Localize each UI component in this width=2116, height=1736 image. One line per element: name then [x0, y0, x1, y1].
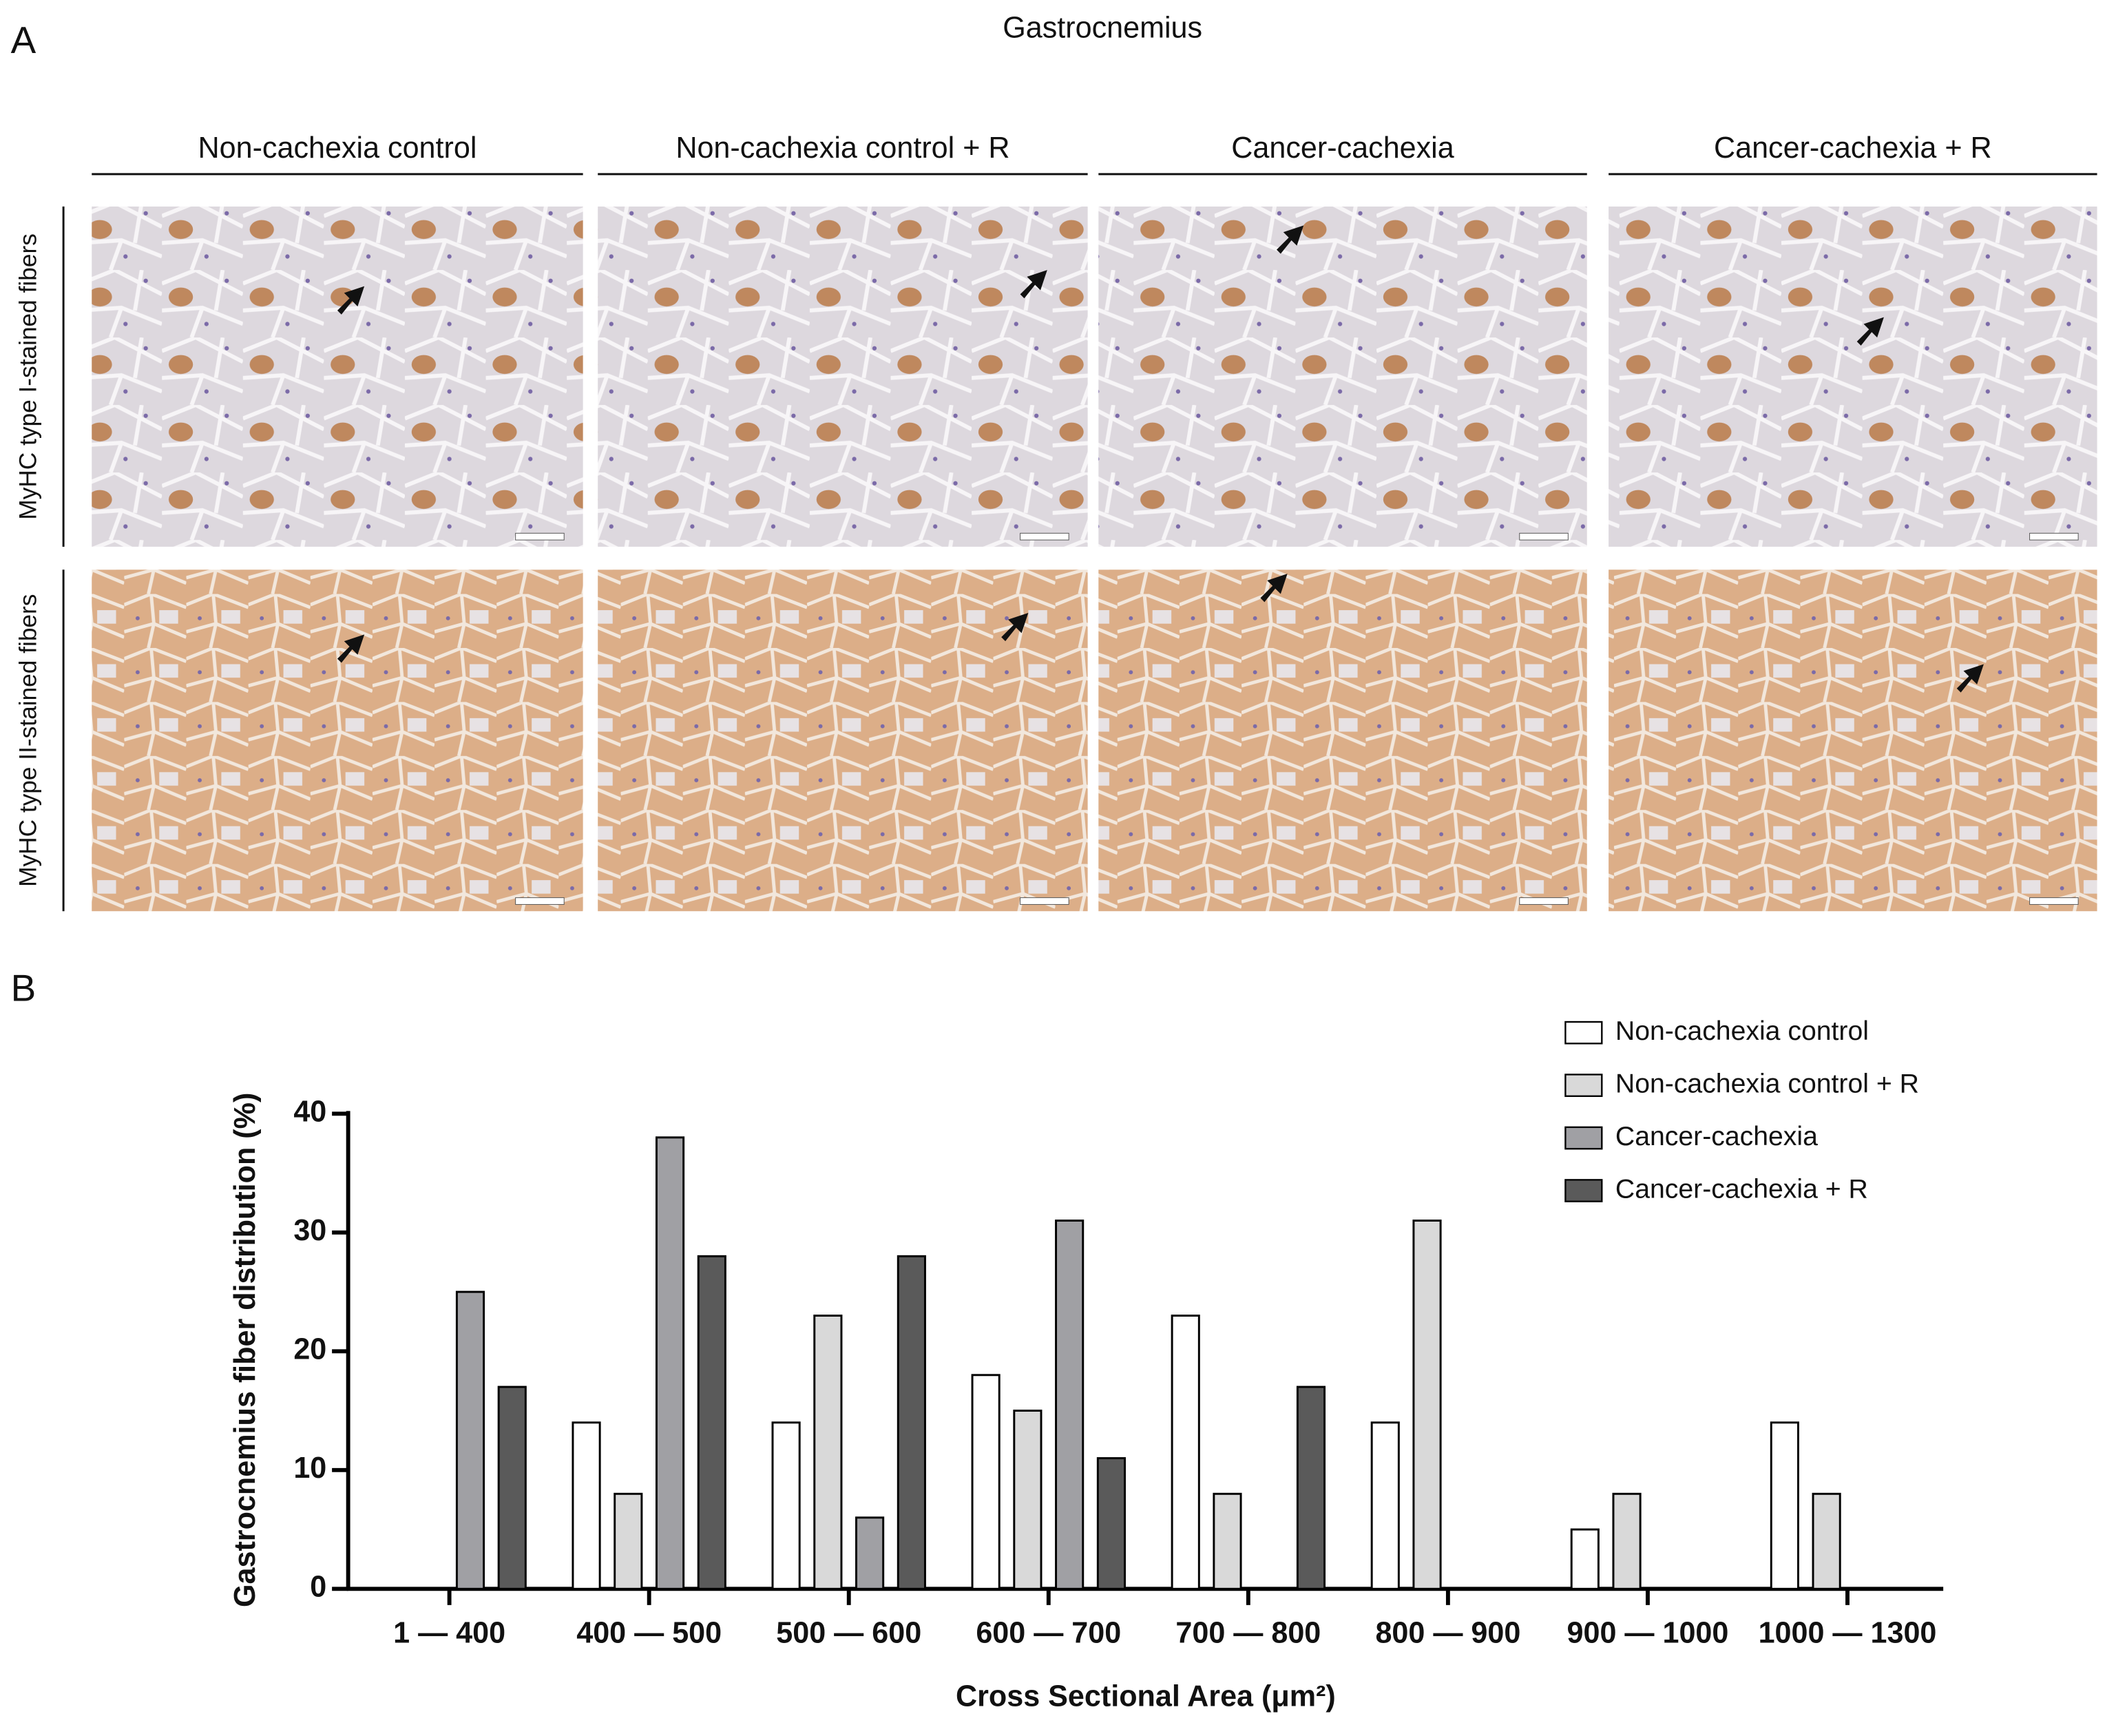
y-tick-label: 30 — [293, 1214, 326, 1247]
scale-bar — [1519, 532, 1569, 541]
scale-bar — [1519, 897, 1569, 905]
column-header: Non-cachexia control — [198, 132, 477, 165]
legend-swatch — [1564, 1179, 1603, 1202]
x-axis-title: Cross Sectional Area (μm²) — [956, 1680, 1336, 1713]
y-tick-label: 0 — [310, 1571, 326, 1604]
y-tick-label: 10 — [293, 1452, 326, 1485]
micrograph — [92, 206, 583, 547]
bar — [697, 1255, 726, 1590]
scale-bar — [515, 532, 565, 541]
plot: B 0 10 20 30 40 1 — 400 400 — 500 500 — 600 600 … — [11, 966, 1944, 1713]
arrow — [1956, 664, 1984, 693]
bar — [1296, 1385, 1326, 1590]
x-tick-label: 600 — 700 — [976, 1616, 1121, 1649]
x-tick-label: 1000 — 1300 — [1759, 1616, 1937, 1649]
micrograph — [1609, 569, 2097, 912]
x-tick-label: 900 — 1000 — [1567, 1616, 1729, 1649]
row-label: MyHC type I-stained fibers — [14, 233, 41, 520]
micrograph — [1609, 206, 2097, 547]
legend-swatch — [1564, 1074, 1603, 1097]
arrow — [1260, 574, 1288, 603]
bar — [1370, 1421, 1400, 1590]
micrograph — [598, 206, 1088, 547]
bar — [897, 1255, 926, 1590]
x-tick-label: 1 — 400 — [393, 1616, 505, 1649]
arrow — [1001, 612, 1029, 642]
micrograph — [92, 569, 583, 912]
bar — [1770, 1421, 1799, 1590]
bar — [771, 1421, 801, 1590]
column-header: Cancer-cachexia + R — [1714, 132, 1992, 165]
legend-label: Non-cachexia control — [1615, 1016, 1869, 1046]
scale-bar — [515, 897, 565, 905]
bar — [455, 1290, 485, 1590]
legend-swatch — [1564, 1126, 1603, 1150]
bar — [1055, 1220, 1085, 1590]
bar — [1812, 1492, 1841, 1590]
arrow — [1020, 270, 1047, 299]
bar — [572, 1421, 601, 1590]
bar — [497, 1385, 527, 1590]
panel-label: A — [11, 19, 36, 61]
column-header: Non-cachexia control + R — [675, 132, 1009, 165]
row-label: MyHC type II-stained fibers — [14, 594, 41, 887]
column-header: Cancer-cachexia — [1231, 132, 1454, 165]
x-tick-label: 800 — 900 — [1375, 1616, 1520, 1649]
legend-label: Cancer-cachexia — [1615, 1122, 1818, 1151]
micrograph — [1098, 569, 1587, 912]
scale-bar — [1020, 897, 1069, 905]
legend-label: Cancer-cachexia + R — [1615, 1174, 1868, 1204]
y-axis-title: Gastrocnemius fiber distribution (%) — [229, 1093, 262, 1607]
bar — [1570, 1528, 1600, 1590]
bar — [1412, 1220, 1442, 1590]
bar — [1013, 1410, 1043, 1590]
arrow — [1856, 317, 1884, 346]
x-tick-label: 500 — 600 — [776, 1616, 921, 1649]
legend-label: Non-cachexia control + R — [1615, 1069, 1919, 1098]
bar — [1612, 1492, 1642, 1590]
micrograph — [1098, 206, 1587, 547]
panel-title: Gastrocnemius — [1003, 12, 1202, 45]
bar — [1171, 1315, 1200, 1590]
bar — [971, 1374, 1001, 1590]
legend-swatch — [1564, 1021, 1603, 1045]
panel-a: A Gastrocnemius Non-cachexia control Non-… — [11, 12, 2097, 912]
x-tick-label: 700 — 800 — [1175, 1616, 1321, 1649]
bar — [813, 1315, 843, 1590]
scale-bar — [2029, 532, 2079, 541]
y-tick-label: 20 — [293, 1333, 326, 1366]
scale-bar — [1020, 532, 1069, 541]
bar — [1213, 1492, 1242, 1590]
y-tick-label: 40 — [293, 1096, 326, 1129]
arrow — [337, 286, 365, 315]
arrow — [337, 634, 365, 663]
arrow — [1276, 225, 1304, 254]
scale-bar — [2029, 897, 2079, 905]
x-tick-label: 400 — 500 — [576, 1616, 722, 1649]
micrograph — [598, 569, 1088, 912]
bar — [1096, 1457, 1126, 1590]
bar — [655, 1136, 685, 1590]
panel-label: B — [11, 966, 36, 1009]
bar — [855, 1516, 885, 1590]
bar — [614, 1492, 643, 1590]
